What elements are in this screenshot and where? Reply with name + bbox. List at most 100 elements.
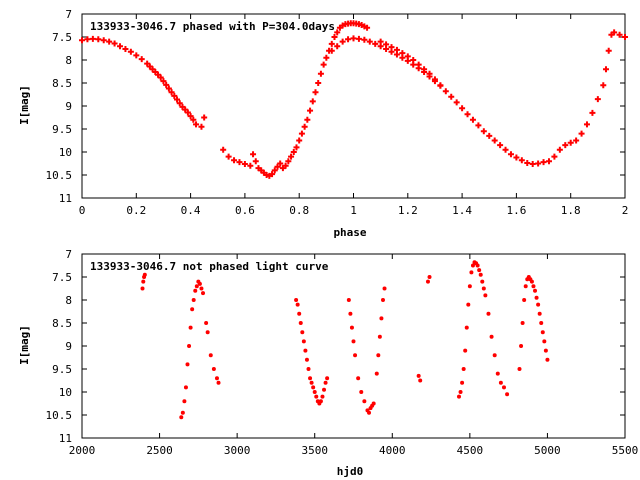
data-point [475, 263, 480, 268]
y-tick-label: 9 [65, 100, 72, 113]
data-point [480, 128, 487, 135]
data-point [334, 29, 341, 36]
data-point [517, 367, 522, 371]
data-point [312, 89, 319, 96]
data-point [501, 385, 506, 390]
data-point [388, 44, 395, 51]
y-tick-label: 10.5 [46, 409, 73, 422]
x-tick-label: 1.2 [398, 204, 418, 217]
x-tick-label: 5000 [534, 444, 561, 457]
data-point [304, 116, 311, 123]
data-point [297, 311, 302, 316]
data-point [467, 284, 472, 289]
data-point [425, 279, 430, 284]
data-point [138, 56, 145, 63]
data-point [578, 130, 585, 137]
data-point [426, 70, 433, 77]
data-point [463, 348, 468, 353]
x-tick-label: 3500 [301, 444, 328, 457]
data-point [567, 139, 574, 146]
data-point [271, 167, 278, 174]
data-point [466, 302, 471, 307]
data-point [79, 37, 85, 44]
data-point [594, 96, 601, 103]
data-point [322, 387, 327, 392]
data-point [377, 38, 384, 45]
y-tick-label: 11 [59, 192, 72, 205]
data-point [458, 390, 463, 394]
data-point [361, 36, 368, 43]
y-tick-label: 9 [65, 340, 72, 353]
data-point [190, 307, 195, 312]
data-point [374, 371, 379, 376]
data-point [539, 321, 544, 325]
data-point [312, 390, 317, 394]
data-point [545, 158, 552, 165]
x-axis-label: hjd0 [337, 465, 364, 478]
data-point [320, 394, 325, 399]
data-point [372, 40, 379, 47]
data-point [478, 272, 483, 277]
data-point [379, 316, 384, 321]
data-point [111, 40, 118, 47]
data-point [277, 160, 284, 167]
data-point [214, 376, 219, 381]
x-tick-label: 0.4 [181, 204, 201, 217]
data-point [480, 279, 485, 284]
data-point [562, 142, 569, 149]
data-point [351, 339, 356, 344]
chart-title: 133933-3046.7 phased with P=304.0days [90, 20, 335, 33]
data-point [216, 380, 221, 385]
plot-unphased: 133933-3046.7 not phased light curve I[m… [18, 248, 638, 478]
x-axis-label: phase [333, 226, 366, 239]
data-point [350, 35, 357, 42]
data-point [176, 100, 183, 107]
data-point [353, 353, 358, 358]
data-point [141, 279, 146, 284]
data-point [187, 344, 192, 348]
data-point [529, 160, 536, 167]
data-point [328, 47, 335, 54]
data-point [505, 392, 510, 397]
data-point [345, 36, 352, 43]
data-point [317, 70, 324, 77]
data-point [519, 344, 524, 348]
x-tick-label: 2000 [69, 444, 96, 457]
data-point [464, 325, 469, 330]
data-point [117, 43, 124, 50]
plot-phased: 133933-3046.7 phased with P=304.0days I[… [18, 8, 628, 239]
data-point [140, 286, 145, 291]
data-point [296, 137, 303, 144]
x-tick-label: 2 [622, 204, 629, 217]
data-point [183, 385, 188, 390]
data-point [416, 373, 421, 378]
data-point [315, 80, 322, 86]
data-point [174, 96, 181, 103]
data-point [295, 302, 300, 307]
y-axis-label: I[mag] [18, 85, 31, 125]
data-point [535, 160, 542, 167]
data-point [204, 321, 209, 325]
y-tick-label: 9.5 [52, 123, 72, 136]
data-point [556, 146, 563, 153]
data-point [356, 376, 361, 381]
data-point [201, 291, 206, 296]
data-point [513, 154, 520, 161]
data-point [300, 330, 305, 335]
data-point [133, 52, 140, 59]
data-point [573, 137, 580, 144]
data-point [616, 31, 623, 38]
data-point [314, 394, 319, 399]
data-points [140, 260, 550, 420]
data-point [304, 357, 309, 362]
data-point [540, 330, 545, 335]
data-point [622, 34, 628, 40]
data-point [399, 50, 406, 57]
data-point [380, 298, 385, 302]
chart-title: 133933-3046.7 not phased light curve [90, 260, 329, 273]
data-point [198, 123, 205, 130]
data-point [362, 399, 367, 404]
data-point [290, 149, 297, 155]
data-point [611, 29, 618, 36]
data-point [187, 113, 194, 120]
